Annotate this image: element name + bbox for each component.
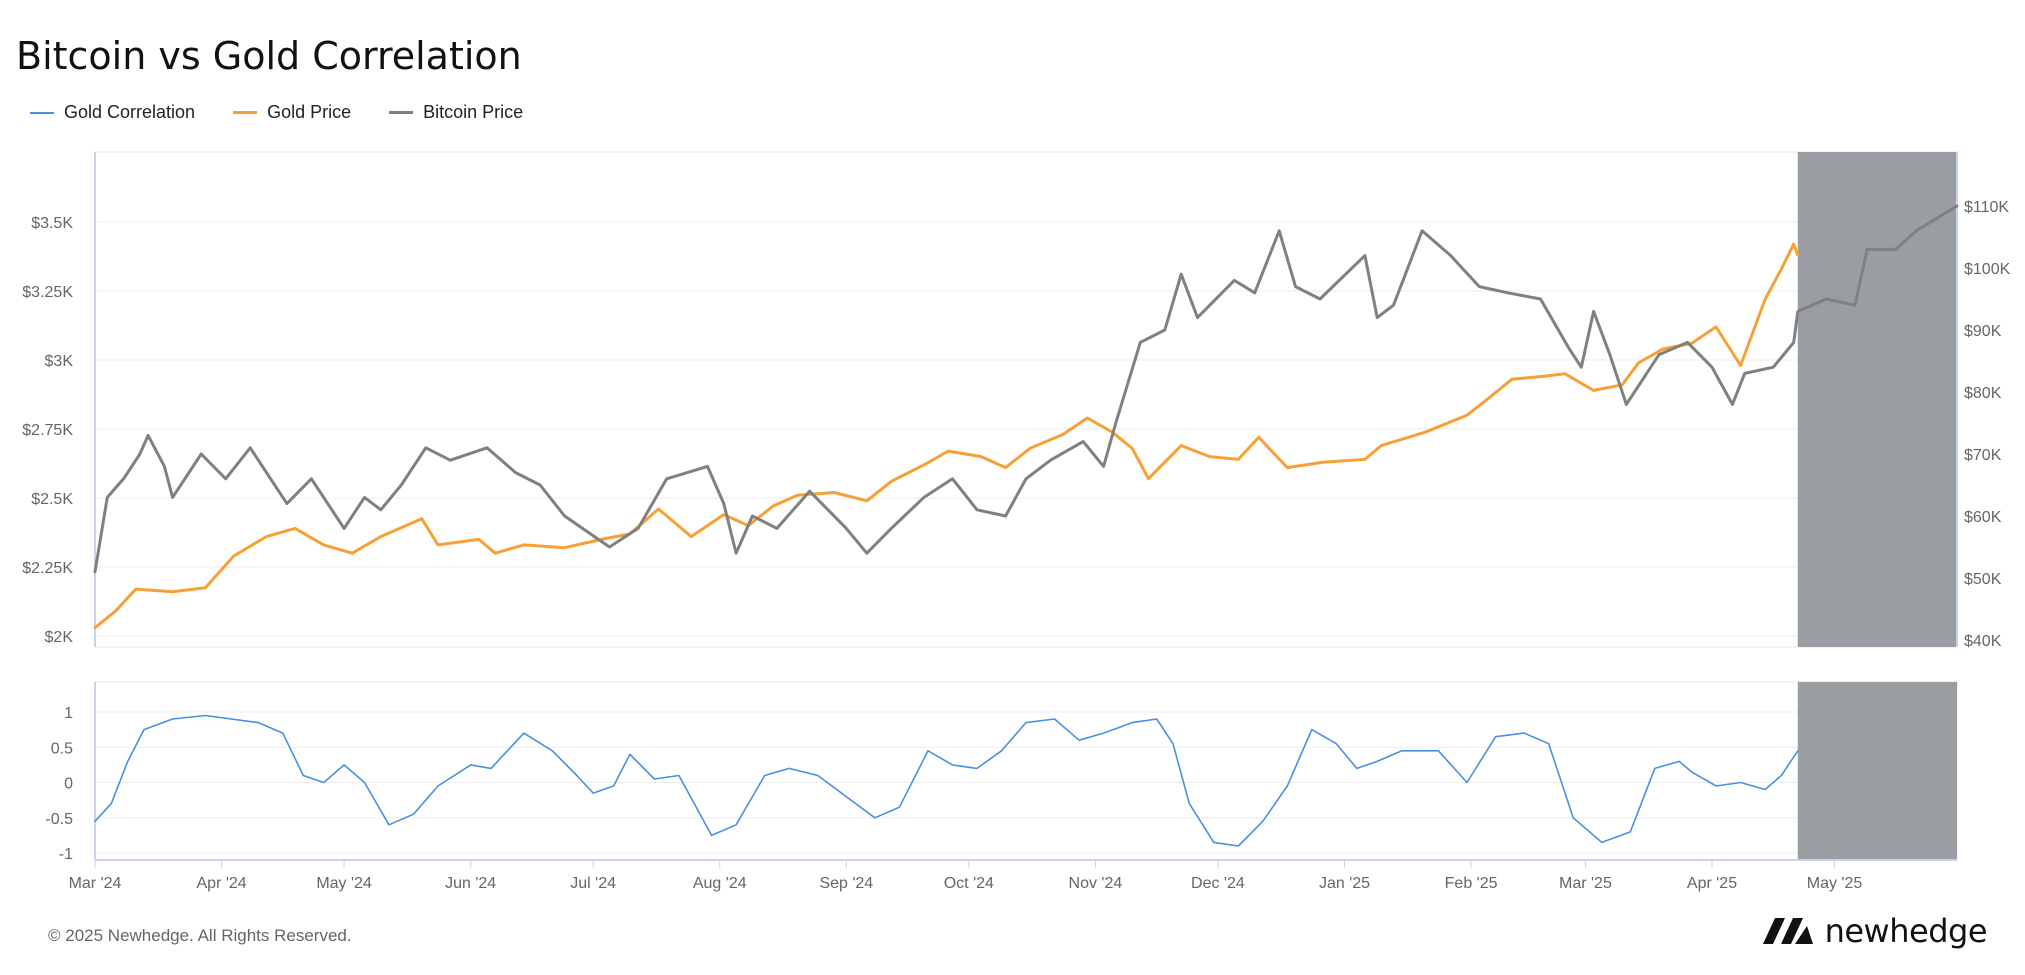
x-tick-label-aug-24: Aug '24 [693, 875, 747, 892]
legend: Gold Correlation Gold Price Bitcoin Pric… [30, 102, 523, 123]
legend-swatch-gold-correlation [30, 111, 54, 114]
corr-tick-label-0: 0 [64, 776, 73, 793]
y-left-tick-label-2-75k: $2.75K [22, 422, 73, 439]
corr-tick-label-1: 1 [64, 705, 73, 722]
y-right-tick-label-60k: $60K [1964, 509, 2002, 526]
y-left-tick-label-2k: $2K [45, 629, 74, 646]
legend-label-bitcoin-price: Bitcoin Price [423, 102, 524, 122]
x-tick-label-mar-24: Mar '24 [69, 875, 122, 892]
x-tick-label-jan-25: Jan '25 [1319, 875, 1370, 892]
price-plot-frame [94, 151, 1958, 648]
shaded-region-price [1797, 152, 1957, 647]
x-tick-label-jul-24: Jul '24 [570, 875, 616, 892]
legend-item-gold-correlation[interactable]: Gold Correlation [30, 102, 195, 123]
y-left-tick-label-2-5k: $2.5K [31, 491, 73, 508]
x-tick-label-sep-24: Sep '24 [819, 875, 873, 892]
x-tick-label-may-24: May '24 [316, 875, 372, 892]
y-right-tick-label-40k: $40K [1964, 633, 2002, 650]
y-right-tick-label-80k: $80K [1964, 385, 2002, 402]
y-right-tick-label-110k: $110K [1964, 199, 2009, 216]
series-line-gold-price [93, 242, 1800, 630]
x-tick-label-oct-24: Oct '24 [944, 875, 994, 892]
y-right-tick-label-100k: $100K [1964, 261, 2011, 278]
legend-item-bitcoin-price[interactable]: Bitcoin Price [389, 102, 523, 123]
chart-title: Bitcoin vs Gold Correlation [16, 34, 522, 78]
y-right-tick-label-90k: $90K [1964, 323, 2002, 340]
legend-label-gold-correlation: Gold Correlation [64, 102, 196, 122]
series-line-bitcoin-price [93, 204, 1959, 574]
x-tick-label-feb-25: Feb '25 [1445, 875, 1498, 892]
corr-tick-label-1: -1 [59, 846, 73, 863]
corr-tick-label-0-5: -0.5 [45, 811, 73, 828]
legend-label-gold-price: Gold Price [267, 102, 352, 122]
y-left-tick-label-3-5k: $3.5K [31, 215, 73, 232]
x-tick-label-apr-25: Apr '25 [1687, 875, 1737, 892]
brand-logo[interactable]: newhedge [1762, 912, 1988, 950]
x-tick-label-mar-25: Mar '25 [1559, 875, 1612, 892]
brand-name: newhedge [1824, 912, 1988, 950]
x-tick-label-dec-24: Dec '24 [1191, 875, 1245, 892]
y-right-tick-label-50k: $50K [1964, 571, 2002, 588]
x-tick-label-nov-24: Nov '24 [1069, 875, 1123, 892]
x-tick-label-may-25: May '25 [1807, 875, 1863, 892]
y-left-tick-label-2-25k: $2.25K [22, 560, 73, 577]
legend-swatch-bitcoin-price [389, 111, 414, 114]
series-line-gold-correlation [94, 714, 1799, 847]
shaded-region-correlation [1797, 682, 1957, 860]
x-tick-label-apr-24: Apr '24 [196, 875, 246, 892]
y-left-tick-label-3-25k: $3.25K [22, 284, 73, 301]
brand-mark-icon [1762, 918, 1813, 944]
correlation-plot-frame [94, 681, 1958, 861]
y-right-tick-label-70k: $70K [1964, 447, 2002, 464]
copyright-footer: © 2025 Newhedge. All Rights Reserved. [48, 926, 352, 945]
legend-swatch-gold-price [233, 111, 258, 114]
legend-item-gold-price[interactable]: Gold Price [233, 102, 351, 123]
corr-tick-label-0-5: 0.5 [51, 740, 73, 757]
y-left-tick-label-3k: $3K [45, 353, 74, 370]
x-tick-label-jun-24: Jun '24 [445, 875, 496, 892]
